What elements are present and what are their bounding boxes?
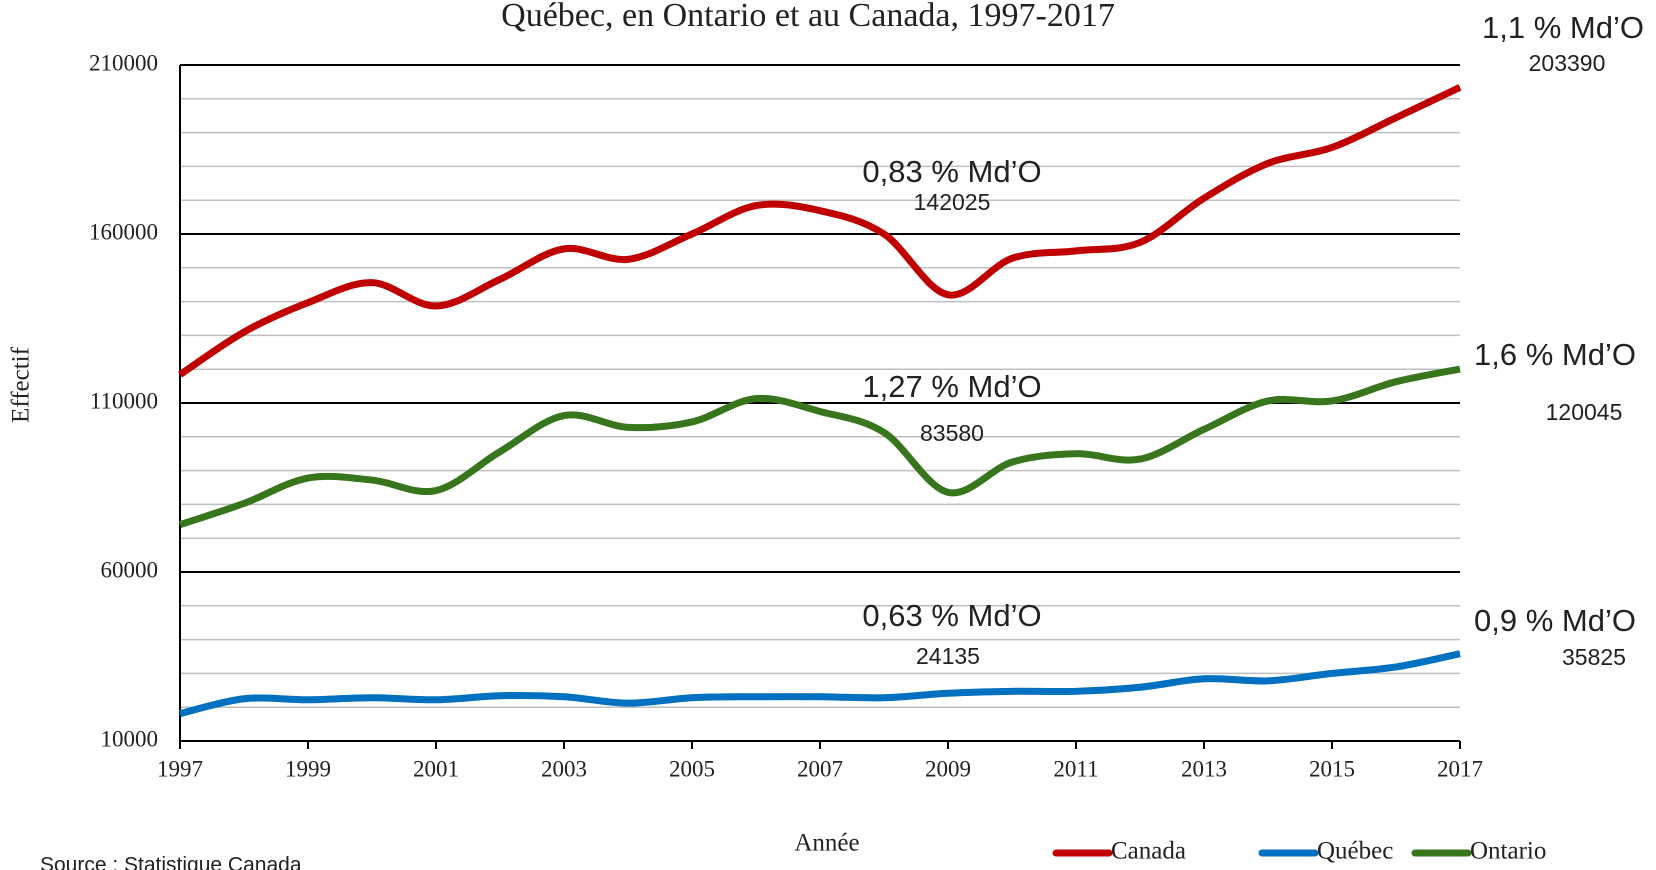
series-line [178, 365, 1461, 529]
x-tick-label: 1999 [285, 756, 331, 781]
data-label: 35825 [1562, 644, 1626, 670]
series-line [178, 84, 1462, 378]
source-note: Source : Statistique Canada [40, 854, 302, 870]
annotation: 1,27 % Md’O [862, 369, 1041, 404]
y-tick-label: 160000 [89, 219, 158, 244]
data-label: 203390 [1529, 50, 1606, 76]
x-tick-label: 2009 [925, 756, 971, 781]
data-label: 142025 [914, 189, 991, 215]
x-tick-label: 2005 [669, 756, 715, 781]
legend-label: Ontario [1470, 838, 1546, 865]
annotation: 1,6 % Md’O [1474, 337, 1636, 372]
x-axis-label: Année [794, 830, 859, 857]
annotation: 0,9 % Md’O [1474, 603, 1636, 638]
annotation: 0,63 % Md’O [862, 598, 1041, 633]
y-tick-label: 110000 [90, 388, 158, 413]
data-label: 83580 [920, 420, 984, 446]
y-tick-label: 60000 [101, 557, 159, 582]
annotation: 1,1 % Md’O [1482, 10, 1644, 45]
x-tick-label: 2017 [1437, 756, 1483, 781]
data-label: 24135 [916, 643, 980, 669]
x-tick-label: 2011 [1053, 756, 1098, 781]
y-tick-label: 10000 [101, 726, 159, 751]
x-tick-label: 2001 [413, 756, 459, 781]
x-tick-label: 2003 [541, 756, 587, 781]
x-tick-label: 2015 [1309, 756, 1355, 781]
x-tick-label: 2013 [1181, 756, 1227, 781]
y-tick-label: 210000 [89, 50, 158, 75]
x-tick-label: 2007 [797, 756, 843, 781]
x-tick-label: 1997 [157, 756, 203, 781]
legend-label: Québec [1317, 838, 1393, 865]
data-label: 120045 [1546, 399, 1623, 425]
series-line [179, 650, 1461, 718]
y-axis-label: Effectif [8, 346, 35, 423]
chart-title: Québec, en Ontario et au Canada, 1997-20… [501, 0, 1115, 34]
annotation: 0,83 % Md’O [862, 154, 1041, 189]
legend-label: Canada [1111, 838, 1186, 865]
